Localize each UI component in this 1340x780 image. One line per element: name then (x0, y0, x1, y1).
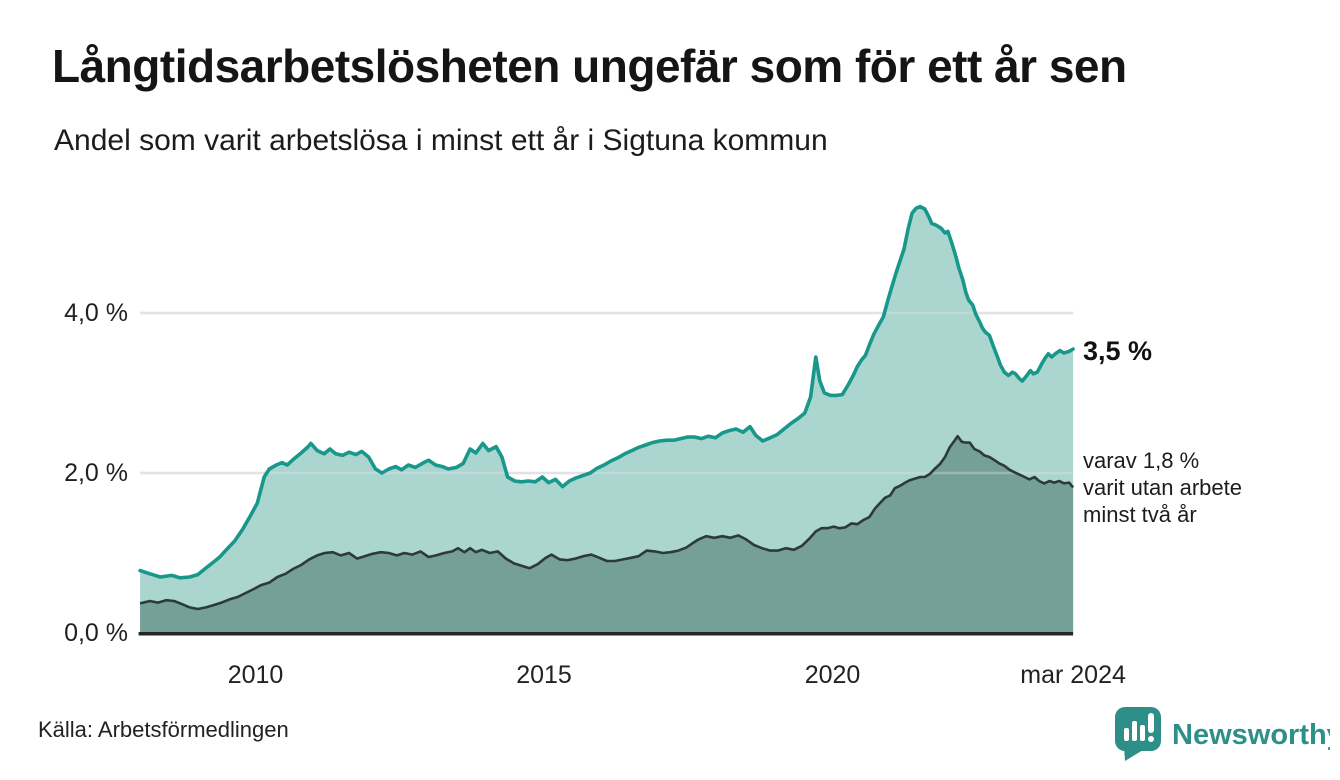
secondary-value-line-3: minst två år (1083, 502, 1197, 527)
logo-bubble-tail (1124, 747, 1143, 761)
secondary-value-line-2: varit utan arbete (1083, 475, 1242, 500)
logo-bubble (1115, 707, 1161, 751)
series-line-1year (138, 204, 1075, 580)
logo-bar-icon (1124, 728, 1129, 741)
y-axis-tick-label: 4,0 % (64, 299, 128, 327)
x-axis-tick-label: mar 2024 (1020, 661, 1126, 689)
source-note: Källa: Arbetsförmedlingen (38, 717, 289, 742)
logo-bar-icon (1140, 725, 1145, 741)
newsworthy-logo-graphic: Newsworthy (1115, 707, 1340, 761)
secondary-value-label: varav 1,8 % varit utan arbete minst två … (1083, 447, 1242, 528)
brand-name: Newsworthy (1172, 719, 1330, 751)
x-axis-tick-label: 2015 (516, 661, 572, 689)
page-subtitle: Andel som varit arbetslösa i minst ett å… (54, 124, 828, 157)
area-fill-2year (140, 436, 1074, 633)
x-axis-tick-label: 2020 (804, 661, 861, 689)
logo-bar-icon (1132, 721, 1137, 741)
secondary-value-line-1: varav 1,8 % (1083, 448, 1200, 473)
logo-exclamation-icon (1148, 713, 1154, 733)
page-title: Långtidsarbetslösheten ungefär som för e… (52, 40, 1127, 92)
latest-value-label: 3,5 % (1083, 336, 1153, 366)
x-axis-tick-label: 2010 (227, 661, 284, 689)
logo-exclamation-dot (1148, 736, 1154, 742)
newsworthy-logo: Newsworthy (1110, 703, 1340, 763)
series-line-2year (139, 434, 1075, 611)
y-axis-tick-label: 2,0 % (64, 459, 128, 487)
area-fill-1year (140, 206, 1074, 633)
y-axis-tick-label: 0,0 % (64, 619, 128, 647)
